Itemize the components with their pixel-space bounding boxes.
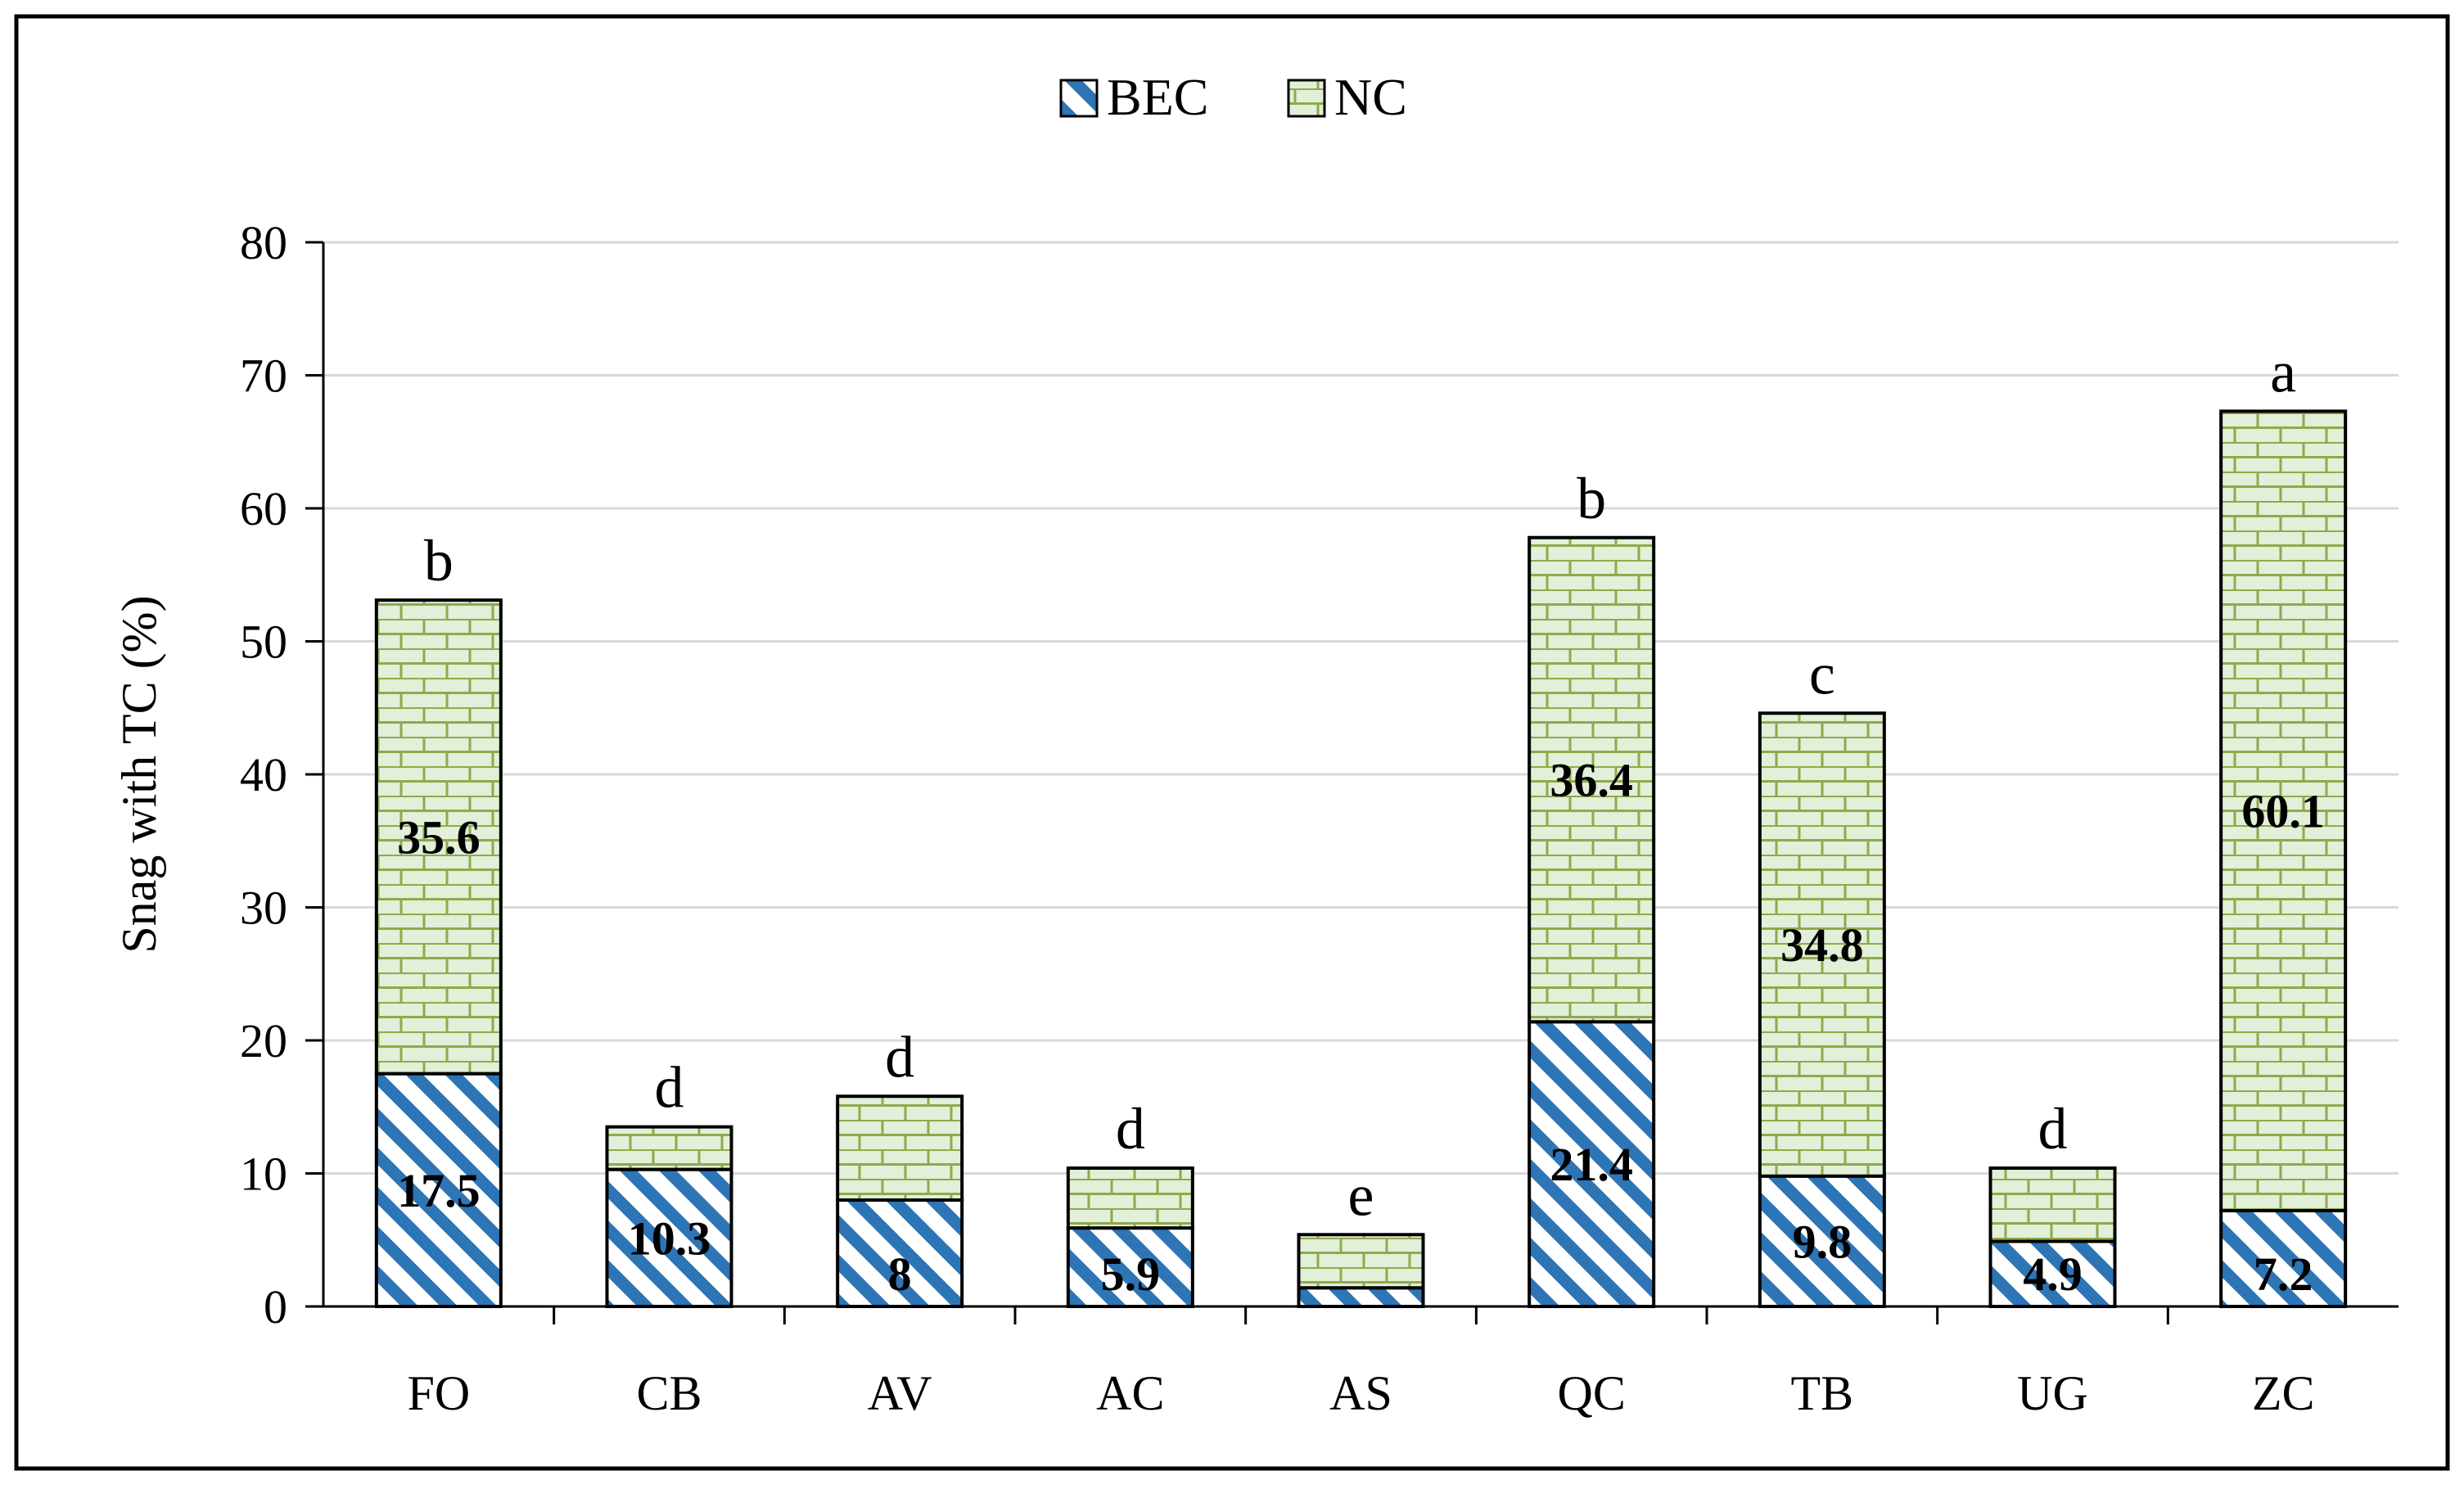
- legend-swatch-nc: [1287, 79, 1326, 118]
- bar-segment-nc: [1988, 1166, 2117, 1243]
- data-label-bec: 7.2: [2254, 1248, 2313, 1301]
- legend-swatch-bec: [1059, 79, 1099, 118]
- data-label-nc: 36.4: [1550, 754, 1633, 807]
- data-labels: 17.5 35.6 10.3 8 5.9 21.4 36.4 9.8 34.8 4.9 7.2 60.…: [397, 754, 2325, 1302]
- data-label-bec: 9.8: [1793, 1215, 1853, 1268]
- significance-letter: b: [424, 528, 454, 593]
- y-tick-label: 50: [240, 616, 287, 669]
- bar-segment-nc: [374, 598, 503, 1076]
- bar-segment-bec: [1758, 1174, 1886, 1308]
- data-label-nc: 60.1: [2241, 785, 2325, 838]
- bars: [374, 409, 2348, 1308]
- significance-letters: b d d d e b c d a: [424, 339, 2296, 1228]
- data-label-bec: 5.9: [1101, 1248, 1161, 1301]
- y-tick-label: 30: [240, 882, 287, 935]
- x-tick-label: AS: [1329, 1366, 1392, 1420]
- legend-label-bec: BEC: [1107, 68, 1208, 126]
- bar-segment-bec: [1988, 1239, 2117, 1308]
- x-tick-label: FO: [407, 1366, 470, 1420]
- significance-letter: b: [1577, 466, 1606, 531]
- data-label-bec: 4.9: [2023, 1248, 2083, 1301]
- data-label-bec: 21.4: [1550, 1138, 1633, 1191]
- y-tick-label: 10: [240, 1148, 287, 1201]
- significance-letter: a: [2270, 339, 2296, 404]
- x-tick-label: AC: [1096, 1366, 1164, 1420]
- x-tick-label: TB: [1790, 1366, 1853, 1420]
- bar-segment-bec: [1528, 1020, 1656, 1308]
- y-tick-label: 40: [240, 748, 287, 801]
- x-tick-label: AV: [868, 1366, 932, 1420]
- data-label-nc: 34.8: [1780, 918, 1864, 972]
- bar-segment-nc: [1066, 1166, 1194, 1230]
- bar-segment-bec: [1297, 1286, 1425, 1308]
- significance-letter: d: [655, 1055, 684, 1121]
- y-tick-label: 0: [264, 1280, 287, 1333]
- significance-letter: d: [2038, 1096, 2068, 1162]
- x-tick-label: QC: [1557, 1366, 1625, 1420]
- bar-segment-nc: [836, 1094, 964, 1202]
- significance-letter: e: [1348, 1162, 1374, 1228]
- bar-segment-nc: [1758, 711, 1886, 1178]
- y-ticks: 0 10 20 30 40 50 60 70 80: [240, 216, 323, 1333]
- data-label-nc: 35.6: [397, 810, 481, 864]
- bar-segment-nc: [605, 1125, 733, 1171]
- y-tick-label: 80: [240, 216, 287, 269]
- significance-letter: d: [1116, 1096, 1145, 1162]
- legend-label-nc: NC: [1334, 68, 1407, 126]
- x-tick-label: UG: [2017, 1366, 2088, 1420]
- data-label-bec: 8: [888, 1248, 912, 1301]
- bar-segment-nc: [1528, 535, 1656, 1024]
- bar-segment-bec: [1066, 1226, 1194, 1308]
- significance-letter: d: [885, 1024, 914, 1090]
- x-tick-labels: FO CB AV AC AS QC TB UG ZC: [407, 1306, 2315, 1420]
- y-tick-label: 60: [240, 482, 287, 535]
- data-label-bec: 10.3: [628, 1212, 711, 1265]
- x-tick-label: ZC: [2252, 1366, 2315, 1420]
- bar-segment-nc: [2219, 409, 2348, 1212]
- data-label-bec: 17.5: [397, 1164, 481, 1217]
- y-tick-label: 20: [240, 1014, 287, 1067]
- x-tick-label: CB: [636, 1366, 702, 1420]
- bar-segment-nc: [1297, 1233, 1425, 1290]
- significance-letter: c: [1809, 641, 1835, 706]
- y-tick-label: 70: [240, 350, 287, 403]
- y-axis-title: Snag with TC (%): [112, 595, 166, 953]
- legend: BEC NC: [1059, 68, 1407, 126]
